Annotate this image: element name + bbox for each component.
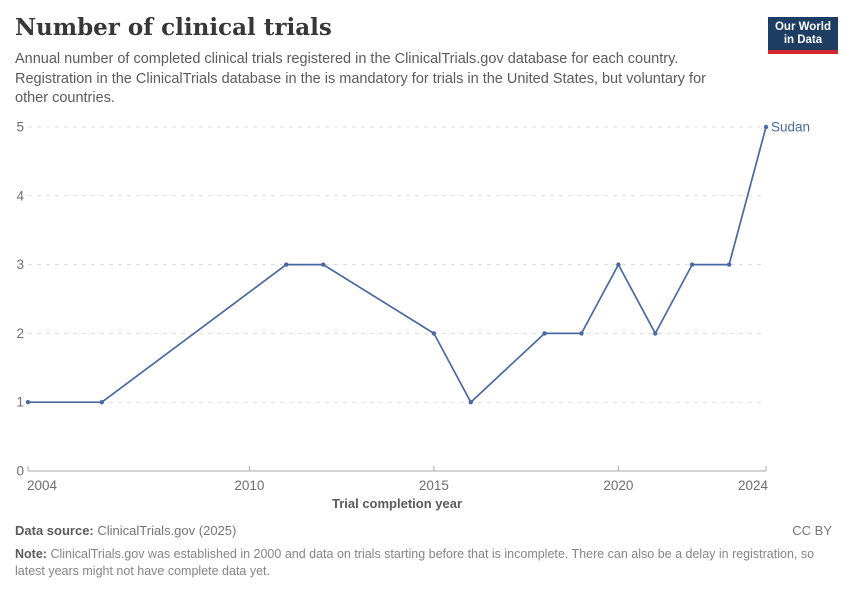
owid-logo-line2: in Data [783,34,823,46]
data-point [284,261,289,267]
series-end-label: Sudan [771,119,810,134]
data-source-value: ClinicalTrials.gov (2025) [97,522,237,538]
y-tick-label: 4 [16,188,24,203]
data-point [616,261,621,267]
data-source-label: Data source: [15,522,94,538]
data-point [431,330,437,336]
x-tick-label: 2020 [603,478,633,493]
data-point [763,124,769,129]
owid-logo[interactable]: Our World in Data [767,17,838,54]
y-tick-label: 2 [16,325,24,340]
footnote: Note: ClinicalTrials.gov was established… [15,546,832,580]
chart-subtitle: Annual number of completed clinical tria… [15,51,706,106]
x-axis-title: Trial completion year [332,496,462,511]
license-link[interactable]: CC BY [792,522,832,538]
header-text: Number of clinical trials Annual number … [15,14,727,109]
owid-logo-line1: Our World [774,21,831,33]
footnote-label: Note: [15,546,47,561]
footer: Data source: ClinicalTrials.gov (2025) C… [0,521,850,580]
data-point [690,261,695,267]
data-point [579,330,584,336]
footnote-text: ClinicalTrials.gov was established in 20… [15,546,815,578]
data-point [99,399,105,404]
x-tick-label: 2015 [419,478,449,493]
x-tick-label: 2004 [27,478,58,493]
source-row: Data source: ClinicalTrials.gov (2025) C… [15,523,832,538]
data-point [726,261,732,267]
y-tick-label: 3 [16,257,24,272]
data-point [542,330,547,336]
header: Number of clinical trials Annual number … [0,0,850,109]
chart-svg: 0 1 2 3 4 5 2004 2010 2015 2020 2024 Trial completi… [16,119,810,511]
y-tick-label: 5 [16,119,24,134]
page-title: Number of clinical trials [15,14,332,41]
data-point [653,330,658,336]
y-tick-label: 1 [16,394,24,409]
data-point [321,261,326,267]
data-source: Data source: ClinicalTrials.gov (2025) [15,523,236,538]
data-point [25,399,31,404]
data-point [468,399,473,404]
y-tick-label: 0 [16,463,24,478]
x-tick-label: 2024 [738,478,769,493]
x-tick-label: 2010 [234,478,264,493]
